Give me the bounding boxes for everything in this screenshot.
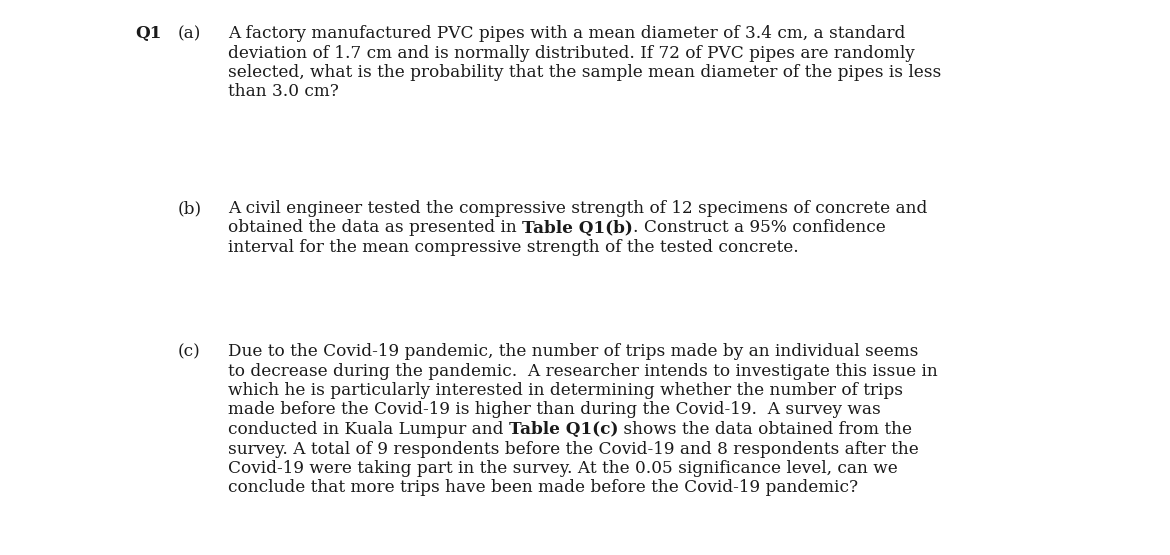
Text: Table Q1(b): Table Q1(b) [522,219,633,236]
Text: Table Q1(c): Table Q1(c) [509,421,619,438]
Text: (a): (a) [178,25,201,42]
Text: interval for the mean compressive strength of the tested concrete.: interval for the mean compressive streng… [228,239,799,256]
Text: Covid-19 were taking part in the survey. At the 0.05 significance level, can we: Covid-19 were taking part in the survey.… [228,460,897,477]
Text: A factory manufactured PVC pipes with a mean diameter of 3.4 cm, a standard: A factory manufactured PVC pipes with a … [228,25,906,42]
Text: shows the data obtained from the: shows the data obtained from the [619,421,913,438]
Text: conducted in Kuala Lumpur and: conducted in Kuala Lumpur and [228,421,509,438]
Text: deviation of 1.7 cm and is normally distributed. If 72 of PVC pipes are randomly: deviation of 1.7 cm and is normally dist… [228,44,915,62]
Text: than 3.0 cm?: than 3.0 cm? [228,83,339,100]
Text: conclude that more trips have been made before the Covid-19 pandemic?: conclude that more trips have been made … [228,480,858,497]
Text: (c): (c) [178,343,201,360]
Text: obtained the data as presented in: obtained the data as presented in [228,219,522,236]
Text: which he is particularly interested in determining whether the number of trips: which he is particularly interested in d… [228,382,903,399]
Text: survey. A total of 9 respondents before the Covid-19 and 8 respondents after the: survey. A total of 9 respondents before … [228,441,918,457]
Text: to decrease during the pandemic.  A researcher intends to investigate this issue: to decrease during the pandemic. A resea… [228,362,937,380]
Text: . Construct a 95% confidence: . Construct a 95% confidence [633,219,886,236]
Text: (b): (b) [178,200,202,217]
Text: Q1: Q1 [135,25,161,42]
Text: selected, what is the probability that the sample mean diameter of the pipes is : selected, what is the probability that t… [228,64,941,81]
Text: made before the Covid-19 is higher than during the Covid-19.  A survey was: made before the Covid-19 is higher than … [228,401,881,418]
Text: A civil engineer tested the compressive strength of 12 specimens of concrete and: A civil engineer tested the compressive … [228,200,928,217]
Text: Due to the Covid-19 pandemic, the number of trips made by an individual seems: Due to the Covid-19 pandemic, the number… [228,343,918,360]
